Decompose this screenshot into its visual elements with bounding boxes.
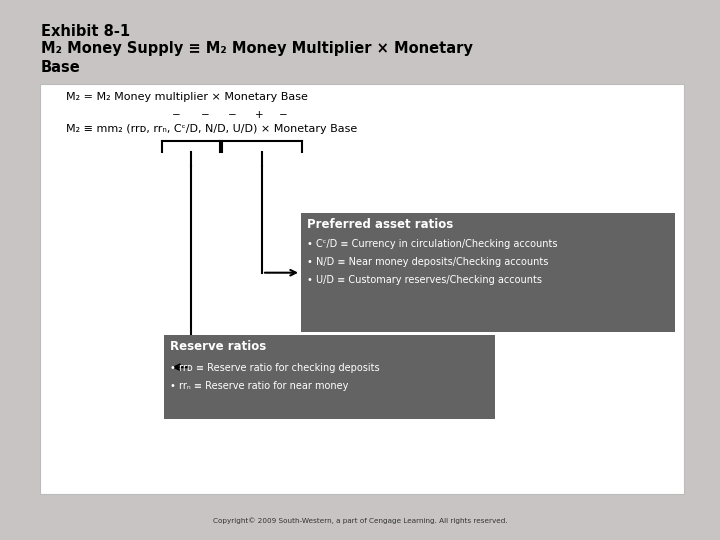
Text: Preferred asset ratios: Preferred asset ratios bbox=[307, 218, 453, 231]
Text: +: + bbox=[255, 110, 264, 120]
Text: −: − bbox=[228, 110, 237, 120]
Text: Base: Base bbox=[41, 60, 81, 76]
Text: • U/D ≡ Customary reserves/Checking accounts: • U/D ≡ Customary reserves/Checking acco… bbox=[307, 275, 542, 285]
FancyBboxPatch shape bbox=[164, 335, 495, 418]
Text: −: − bbox=[172, 110, 181, 120]
Text: • rrᴅ ≡ Reserve ratio for checking deposits: • rrᴅ ≡ Reserve ratio for checking depos… bbox=[170, 363, 379, 373]
Text: Copyright© 2009 South-Western, a part of Cengage Learning. All rights reserved.: Copyright© 2009 South-Western, a part of… bbox=[212, 517, 508, 524]
Text: • Cᶜ/D ≡ Currency in circulation/Checking accounts: • Cᶜ/D ≡ Currency in circulation/Checkin… bbox=[307, 239, 557, 249]
Text: M₂ Money Supply ≡ M₂ Money Multiplier × Monetary: M₂ Money Supply ≡ M₂ Money Multiplier × … bbox=[41, 40, 473, 56]
Text: • N/D ≡ Near money deposits/Checking accounts: • N/D ≡ Near money deposits/Checking acc… bbox=[307, 257, 549, 267]
FancyBboxPatch shape bbox=[40, 84, 684, 494]
Text: • rrₙ ≡ Reserve ratio for near money: • rrₙ ≡ Reserve ratio for near money bbox=[170, 381, 348, 391]
FancyBboxPatch shape bbox=[301, 213, 675, 332]
Text: −: − bbox=[279, 110, 287, 120]
Text: Reserve ratios: Reserve ratios bbox=[170, 340, 266, 353]
Text: −: − bbox=[201, 110, 210, 120]
Text: M₂ ≡ mm₂ (rrᴅ, rrₙ, Cᶜ/D, N/D, U/D) × Monetary Base: M₂ ≡ mm₂ (rrᴅ, rrₙ, Cᶜ/D, N/D, U/D) × Mo… bbox=[66, 124, 358, 134]
Text: Exhibit 8-1: Exhibit 8-1 bbox=[41, 24, 130, 39]
Text: M₂ = M₂ Money multiplier × Monetary Base: M₂ = M₂ Money multiplier × Monetary Base bbox=[66, 92, 308, 102]
